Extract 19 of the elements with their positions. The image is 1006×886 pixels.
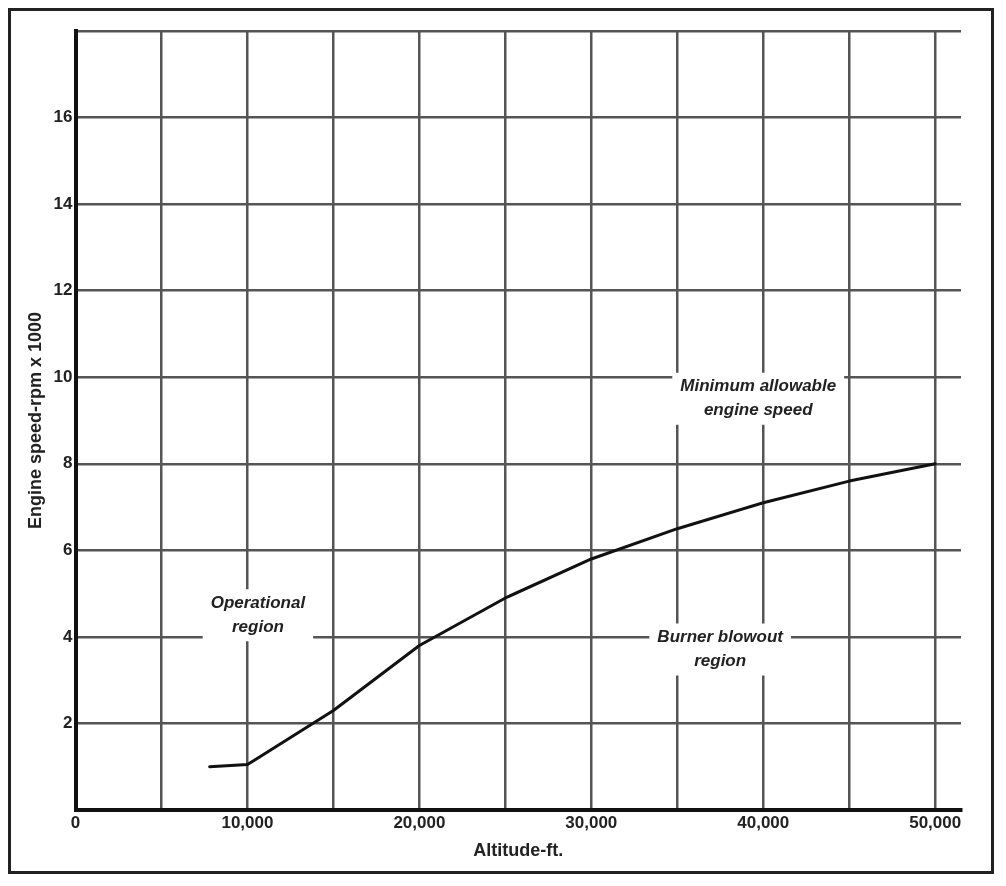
x-axis-title: Altitude-ft. xyxy=(473,840,564,861)
y-tick-label: 2 xyxy=(63,713,73,733)
y-tick-label: 10 xyxy=(53,366,73,386)
x-tick-label: 0 xyxy=(70,812,81,832)
y-tick-label: 16 xyxy=(53,107,73,127)
y-tick-label: 4 xyxy=(63,626,74,646)
x-tick-label: 20,000 xyxy=(393,812,446,832)
x-tick-label: 10,000 xyxy=(221,812,274,832)
annotation: Burner blowout region xyxy=(657,627,785,671)
x-tick-label: 30,000 xyxy=(565,812,618,832)
x-tick-label: 40,000 xyxy=(737,812,790,832)
y-axis-title: Engine speed-rpm x 1000 xyxy=(24,311,45,530)
y-tick-label: 8 xyxy=(63,453,73,473)
y-tick-label: 14 xyxy=(53,193,74,213)
annotation: Operational region xyxy=(210,592,307,636)
y-tick-label: 12 xyxy=(53,280,73,300)
annotation: Minimum allowable engine speed xyxy=(680,376,837,420)
y-tick-label: 6 xyxy=(63,540,73,560)
x-tick-label: 50,000 xyxy=(909,812,962,832)
